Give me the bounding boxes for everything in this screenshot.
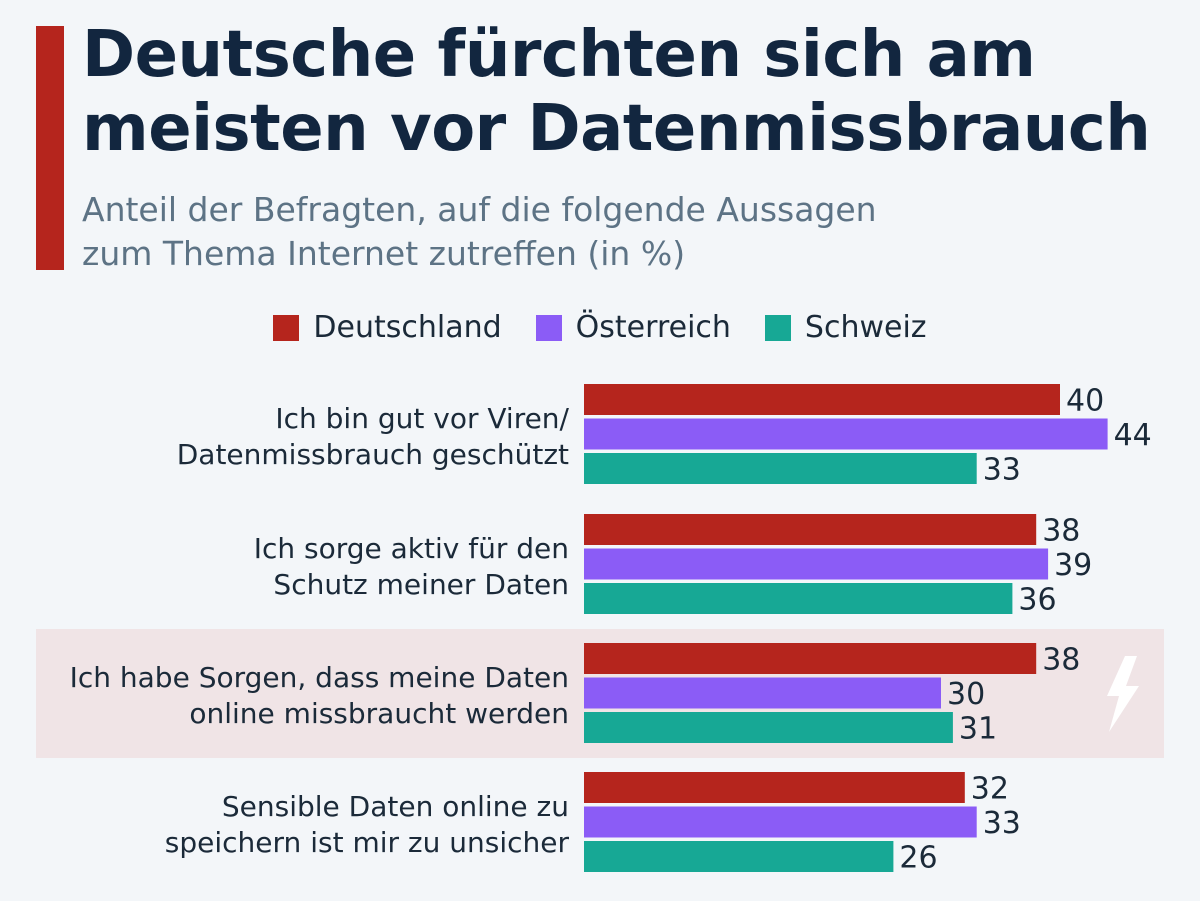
value-label: 44 — [1114, 418, 1152, 453]
legend-label-deutschland: Deutschland — [313, 310, 502, 345]
bar-schweiz — [584, 712, 953, 743]
accent-bar — [36, 26, 64, 270]
title-line-1: Deutsche fürchten sich am — [82, 18, 1036, 92]
value-label: 40 — [1066, 384, 1104, 419]
category-label: Ich sorge aktiv für den — [254, 532, 569, 565]
category-label: Sensible Daten online zu — [222, 790, 569, 823]
bar-deutschland — [584, 384, 1060, 415]
bar-deutschland — [584, 643, 1037, 674]
category-label: speichern ist mir zu unsicher — [165, 826, 570, 859]
value-label: 33 — [983, 453, 1021, 488]
chart-subtitle: Anteil der Befragten, auf die folgende A… — [82, 188, 1182, 276]
value-label: 30 — [947, 677, 985, 712]
category-label: Schutz meiner Daten — [273, 568, 569, 601]
title-line-2: meisten vor Datenmissbrauch — [82, 92, 1151, 166]
category-label: Ich bin gut vor Viren/ — [275, 402, 569, 435]
subtitle-line-1: Anteil der Befragten, auf die folgende A… — [82, 190, 877, 229]
legend: Deutschland Österreich Schweiz — [0, 310, 1200, 345]
value-label: 38 — [1042, 643, 1080, 678]
legend-item-deutschland: Deutschland — [273, 310, 502, 345]
legend-label-oesterreich: Österreich — [575, 310, 731, 345]
bar-österreich — [584, 806, 977, 838]
chart-title: Deutsche fürchten sich am meisten vor Da… — [82, 18, 1192, 166]
bar-schweiz — [584, 841, 894, 872]
legend-item-schweiz: Schweiz — [764, 310, 927, 345]
value-label: 36 — [1018, 583, 1056, 618]
bar-schweiz — [584, 453, 977, 484]
legend-swatch-schweiz — [764, 314, 791, 341]
lightning-bolt-icon — [1107, 656, 1139, 732]
value-label: 33 — [983, 806, 1021, 841]
legend-swatch-oesterreich — [535, 314, 562, 341]
bar-österreich — [584, 418, 1108, 450]
bar-deutschland — [584, 772, 965, 803]
legend-swatch-deutschland — [273, 314, 300, 341]
category-label: Datenmissbrauch geschützt — [177, 438, 569, 471]
legend-label-schweiz: Schweiz — [804, 310, 927, 345]
value-label: 38 — [1042, 514, 1080, 549]
legend-item-oesterreich: Österreich — [535, 310, 731, 345]
bar-schweiz — [584, 583, 1013, 614]
value-label: 32 — [971, 772, 1009, 807]
value-label: 26 — [899, 841, 937, 876]
category-label: Ich habe Sorgen, dass meine Daten — [70, 661, 569, 694]
value-label: 31 — [959, 712, 997, 747]
subtitle-line-2: zum Thema Internet zutreffen (in %) — [82, 234, 686, 273]
bar-deutschland — [584, 514, 1037, 545]
category-label: online missbraucht werden — [189, 697, 569, 730]
value-label: 39 — [1054, 548, 1092, 583]
bar-österreich — [584, 548, 1049, 580]
bar-österreich — [584, 677, 941, 709]
